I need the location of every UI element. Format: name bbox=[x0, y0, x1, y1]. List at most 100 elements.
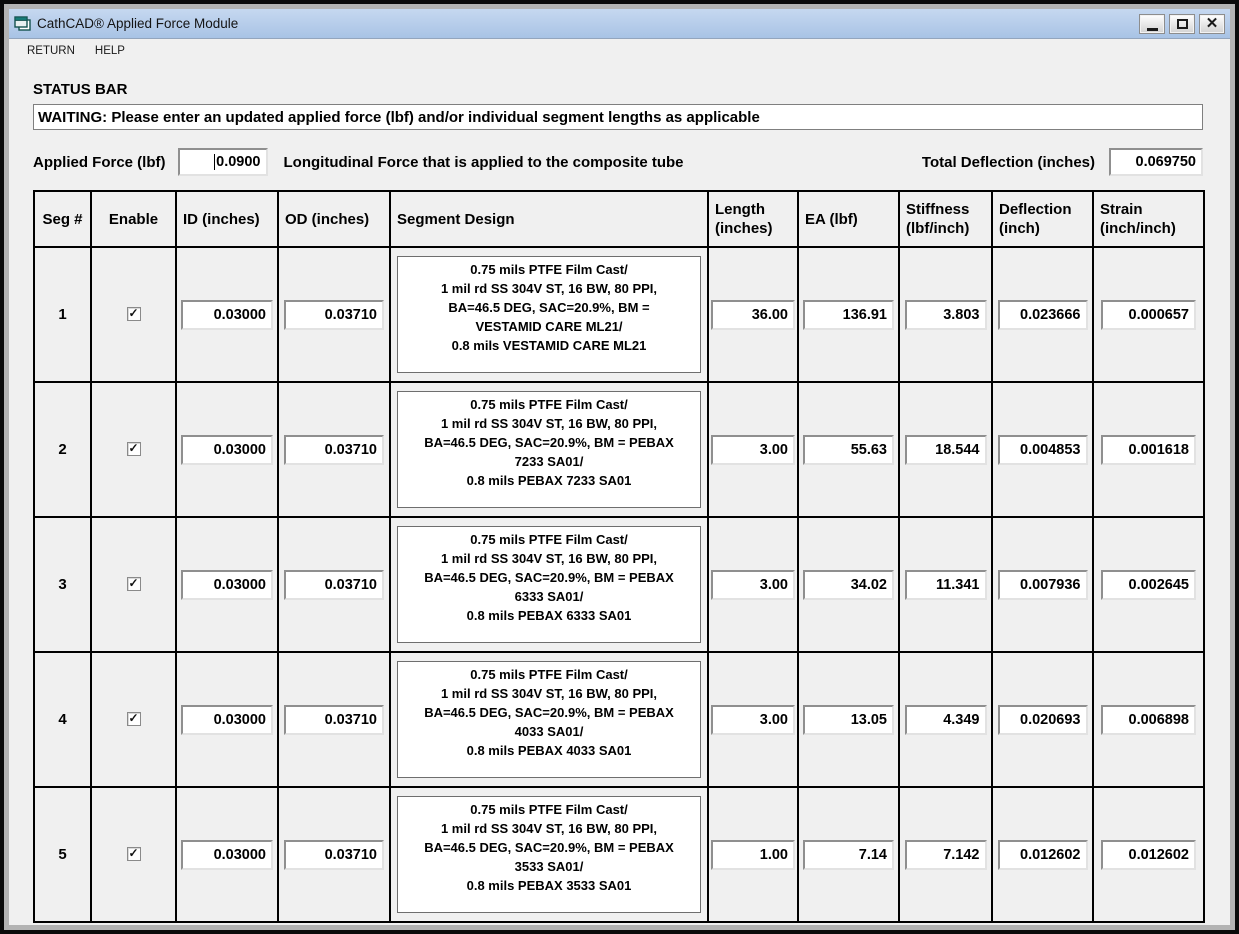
length-value: 36.00 bbox=[751, 306, 788, 323]
strain-output: 0.001618 bbox=[1101, 434, 1196, 465]
deflection-output: 0.020693 bbox=[997, 704, 1088, 735]
menu-bar: RETURN HELP bbox=[9, 39, 1230, 63]
close-icon: ✕ bbox=[1205, 15, 1219, 32]
applied-force-label: Applied Force (lbf) bbox=[33, 153, 166, 171]
enable-checkbox[interactable]: ✓ bbox=[126, 846, 141, 862]
col-header-length: Length (inches) bbox=[707, 190, 799, 248]
check-icon: ✓ bbox=[128, 846, 139, 861]
status-message: WAITING: Please enter an updated applied… bbox=[38, 108, 760, 126]
enable-checkbox[interactable]: ✓ bbox=[126, 306, 141, 322]
ea-value: 7.14 bbox=[858, 846, 887, 863]
strain-output: 0.002645 bbox=[1101, 569, 1196, 600]
segment-design-box: 0.75 mils PTFE Film Cast/ 1 mil rd SS 30… bbox=[397, 256, 701, 373]
check-icon: ✓ bbox=[128, 306, 139, 321]
id-input[interactable]: 0.03000 bbox=[181, 434, 273, 465]
stiffness-output: 7.142 bbox=[904, 839, 987, 870]
title-bar[interactable]: CathCAD® Applied Force Module ✕ bbox=[9, 9, 1230, 39]
strain-value: 0.012602 bbox=[1128, 846, 1189, 863]
app-icon bbox=[14, 16, 31, 31]
stiffness-output: 4.349 bbox=[904, 704, 987, 735]
enable-checkbox[interactable]: ✓ bbox=[126, 576, 141, 592]
id-value: 0.03000 bbox=[213, 306, 266, 323]
deflection-value: 0.012602 bbox=[1020, 846, 1081, 863]
strain-output: 0.006898 bbox=[1101, 704, 1196, 735]
col-header-seg: Seg # bbox=[33, 190, 92, 248]
strain-output: 0.000657 bbox=[1101, 299, 1196, 330]
segment-row-4: 4 ✓ 0.03000 0.03710 0.75 mils PTFE Film … bbox=[33, 651, 1205, 788]
stiffness-value: 7.142 bbox=[943, 846, 980, 863]
seg-number: 1 bbox=[33, 246, 92, 383]
strain-value: 0.006898 bbox=[1128, 711, 1189, 728]
segment-design-box: 0.75 mils PTFE Film Cast/ 1 mil rd SS 30… bbox=[397, 526, 701, 643]
applied-force-value: 0.0900 bbox=[216, 154, 261, 170]
window-controls: ✕ bbox=[1139, 13, 1225, 34]
segment-design-box: 0.75 mils PTFE Film Cast/ 1 mil rd SS 30… bbox=[397, 796, 701, 913]
length-input[interactable]: 3.00 bbox=[711, 569, 795, 600]
id-input[interactable]: 0.03000 bbox=[181, 569, 273, 600]
id-input[interactable]: 0.03000 bbox=[181, 704, 273, 735]
od-input[interactable]: 0.03710 bbox=[284, 434, 384, 465]
od-input[interactable]: 0.03710 bbox=[284, 299, 384, 330]
segment-row-2: 2 ✓ 0.03000 0.03710 0.75 mils PTFE Film … bbox=[33, 381, 1205, 518]
close-button[interactable]: ✕ bbox=[1199, 13, 1225, 34]
strain-value: 0.002645 bbox=[1128, 576, 1189, 593]
strain-output: 0.012602 bbox=[1101, 839, 1196, 870]
od-value: 0.03710 bbox=[324, 846, 377, 863]
menu-help[interactable]: HELP bbox=[94, 45, 125, 57]
length-input[interactable]: 3.00 bbox=[711, 704, 795, 735]
seg-number: 5 bbox=[33, 786, 92, 923]
strain-value: 0.001618 bbox=[1128, 441, 1189, 458]
segment-design-box: 0.75 mils PTFE Film Cast/ 1 mil rd SS 30… bbox=[397, 391, 701, 508]
length-input[interactable]: 1.00 bbox=[711, 839, 795, 870]
maximize-button[interactable] bbox=[1169, 13, 1195, 34]
id-value: 0.03000 bbox=[213, 576, 266, 593]
length-input[interactable]: 36.00 bbox=[711, 299, 795, 330]
length-value: 1.00 bbox=[759, 846, 788, 863]
length-value: 3.00 bbox=[759, 711, 788, 728]
minimize-button[interactable] bbox=[1139, 13, 1165, 34]
ea-value: 13.05 bbox=[850, 711, 887, 728]
col-header-od: OD (inches) bbox=[277, 190, 391, 248]
ea-output: 55.63 bbox=[803, 434, 894, 465]
segment-row-5: 5 ✓ 0.03000 0.03710 0.75 mils PTFE Film … bbox=[33, 786, 1205, 923]
deflection-value: 0.020693 bbox=[1020, 711, 1081, 728]
od-input[interactable]: 0.03710 bbox=[284, 569, 384, 600]
od-value: 0.03710 bbox=[324, 711, 377, 728]
segments-table: Seg # Enable ID (inches) OD (inches) Seg… bbox=[33, 190, 1205, 923]
enable-checkbox[interactable]: ✓ bbox=[126, 711, 141, 727]
applied-force-input[interactable]: 0.0900 bbox=[177, 148, 268, 176]
maximize-icon bbox=[1176, 18, 1188, 29]
window-frame: CathCAD® Applied Force Module ✕ RETURN H… bbox=[4, 4, 1235, 930]
col-header-design: Segment Design bbox=[389, 190, 709, 248]
length-input[interactable]: 3.00 bbox=[711, 434, 795, 465]
id-value: 0.03000 bbox=[213, 441, 266, 458]
total-deflection-value: 0.069750 bbox=[1135, 154, 1196, 170]
deflection-output: 0.007936 bbox=[997, 569, 1088, 600]
id-input[interactable]: 0.03000 bbox=[181, 839, 273, 870]
col-header-enable: Enable bbox=[90, 190, 177, 248]
stiffness-value: 4.349 bbox=[943, 711, 980, 728]
id-input[interactable]: 0.03000 bbox=[181, 299, 273, 330]
deflection-value: 0.023666 bbox=[1020, 306, 1081, 323]
segment-row-3: 3 ✓ 0.03000 0.03710 0.75 mils PTFE Film … bbox=[33, 516, 1205, 653]
od-input[interactable]: 0.03710 bbox=[284, 839, 384, 870]
col-header-strain: Strain (inch/inch) bbox=[1092, 190, 1205, 248]
text-caret bbox=[214, 154, 216, 170]
stiffness-output: 3.803 bbox=[904, 299, 987, 330]
enable-checkbox[interactable]: ✓ bbox=[126, 441, 141, 457]
od-input[interactable]: 0.03710 bbox=[284, 704, 384, 735]
seg-number: 3 bbox=[33, 516, 92, 653]
seg-number: 2 bbox=[33, 381, 92, 518]
od-value: 0.03710 bbox=[324, 576, 377, 593]
check-icon: ✓ bbox=[128, 711, 139, 726]
col-header-ea: EA (lbf) bbox=[797, 190, 900, 248]
ea-output: 7.14 bbox=[803, 839, 894, 870]
deflection-output: 0.012602 bbox=[997, 839, 1088, 870]
content-area: STATUS BAR WAITING: Please enter an upda… bbox=[9, 63, 1230, 925]
stiffness-value: 3.803 bbox=[943, 306, 980, 323]
stiffness-output: 18.544 bbox=[904, 434, 987, 465]
menu-return[interactable]: RETURN bbox=[27, 45, 75, 57]
deflection-value: 0.007936 bbox=[1020, 576, 1081, 593]
applied-force-description: Longitudinal Force that is applied to th… bbox=[283, 153, 684, 171]
strain-value: 0.000657 bbox=[1128, 306, 1189, 323]
